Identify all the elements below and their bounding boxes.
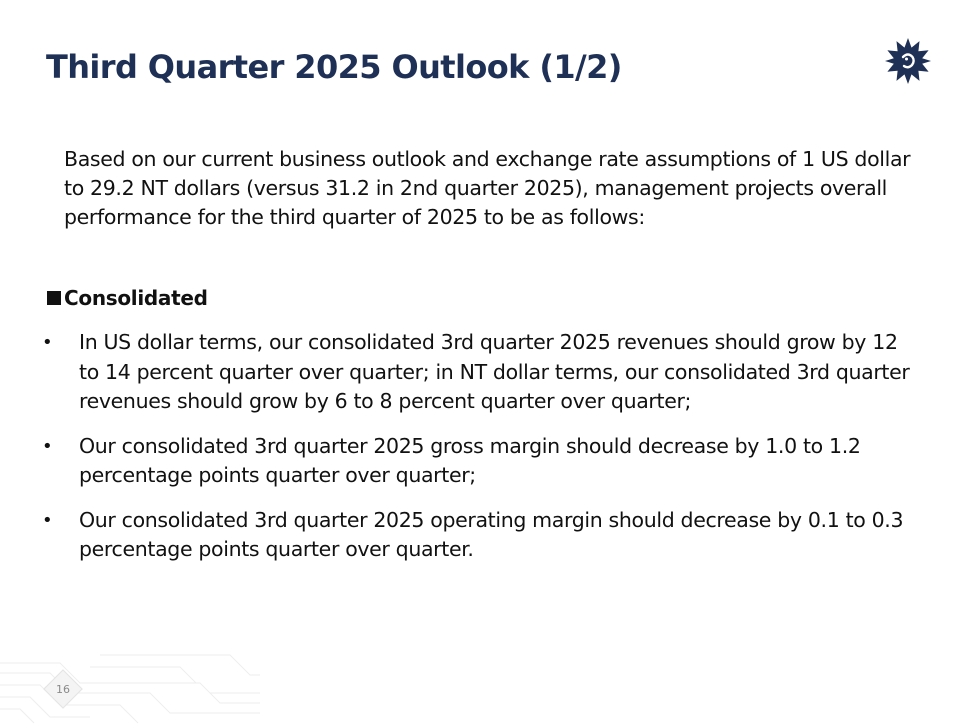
- bullet-dot-icon: •: [42, 435, 53, 457]
- slide-title: Third Quarter 2025 Outlook (1/2): [46, 48, 622, 86]
- bullet-item: • Our consolidated 3rd quarter 2025 oper…: [0, 506, 964, 565]
- page-number-label: 16: [56, 682, 70, 696]
- page-number: 16: [43, 669, 83, 709]
- bullet-text: In US dollar terms, our consolidated 3rd…: [79, 330, 910, 413]
- bullet-dot-icon: •: [42, 509, 53, 531]
- section-heading: Consolidated: [47, 285, 208, 311]
- sun-logo-icon: [885, 38, 931, 84]
- bullet-item: • In US dollar terms, our consolidated 3…: [0, 328, 964, 417]
- intro-paragraph: Based on our current business outlook an…: [64, 147, 911, 229]
- square-bullet-icon: [47, 291, 61, 305]
- bullet-item: • Our consolidated 3rd quarter 2025 gros…: [0, 432, 964, 491]
- circuit-pattern-icon: [0, 654, 260, 724]
- section-heading-label: Consolidated: [64, 286, 208, 310]
- bullet-dot-icon: •: [42, 332, 53, 353]
- bullet-text: Our consolidated 3rd quarter 2025 gross …: [79, 433, 861, 488]
- bullet-text: Our consolidated 3rd quarter 2025 operat…: [79, 507, 904, 562]
- bullet-list: • In US dollar terms, our consolidated 3…: [0, 328, 964, 580]
